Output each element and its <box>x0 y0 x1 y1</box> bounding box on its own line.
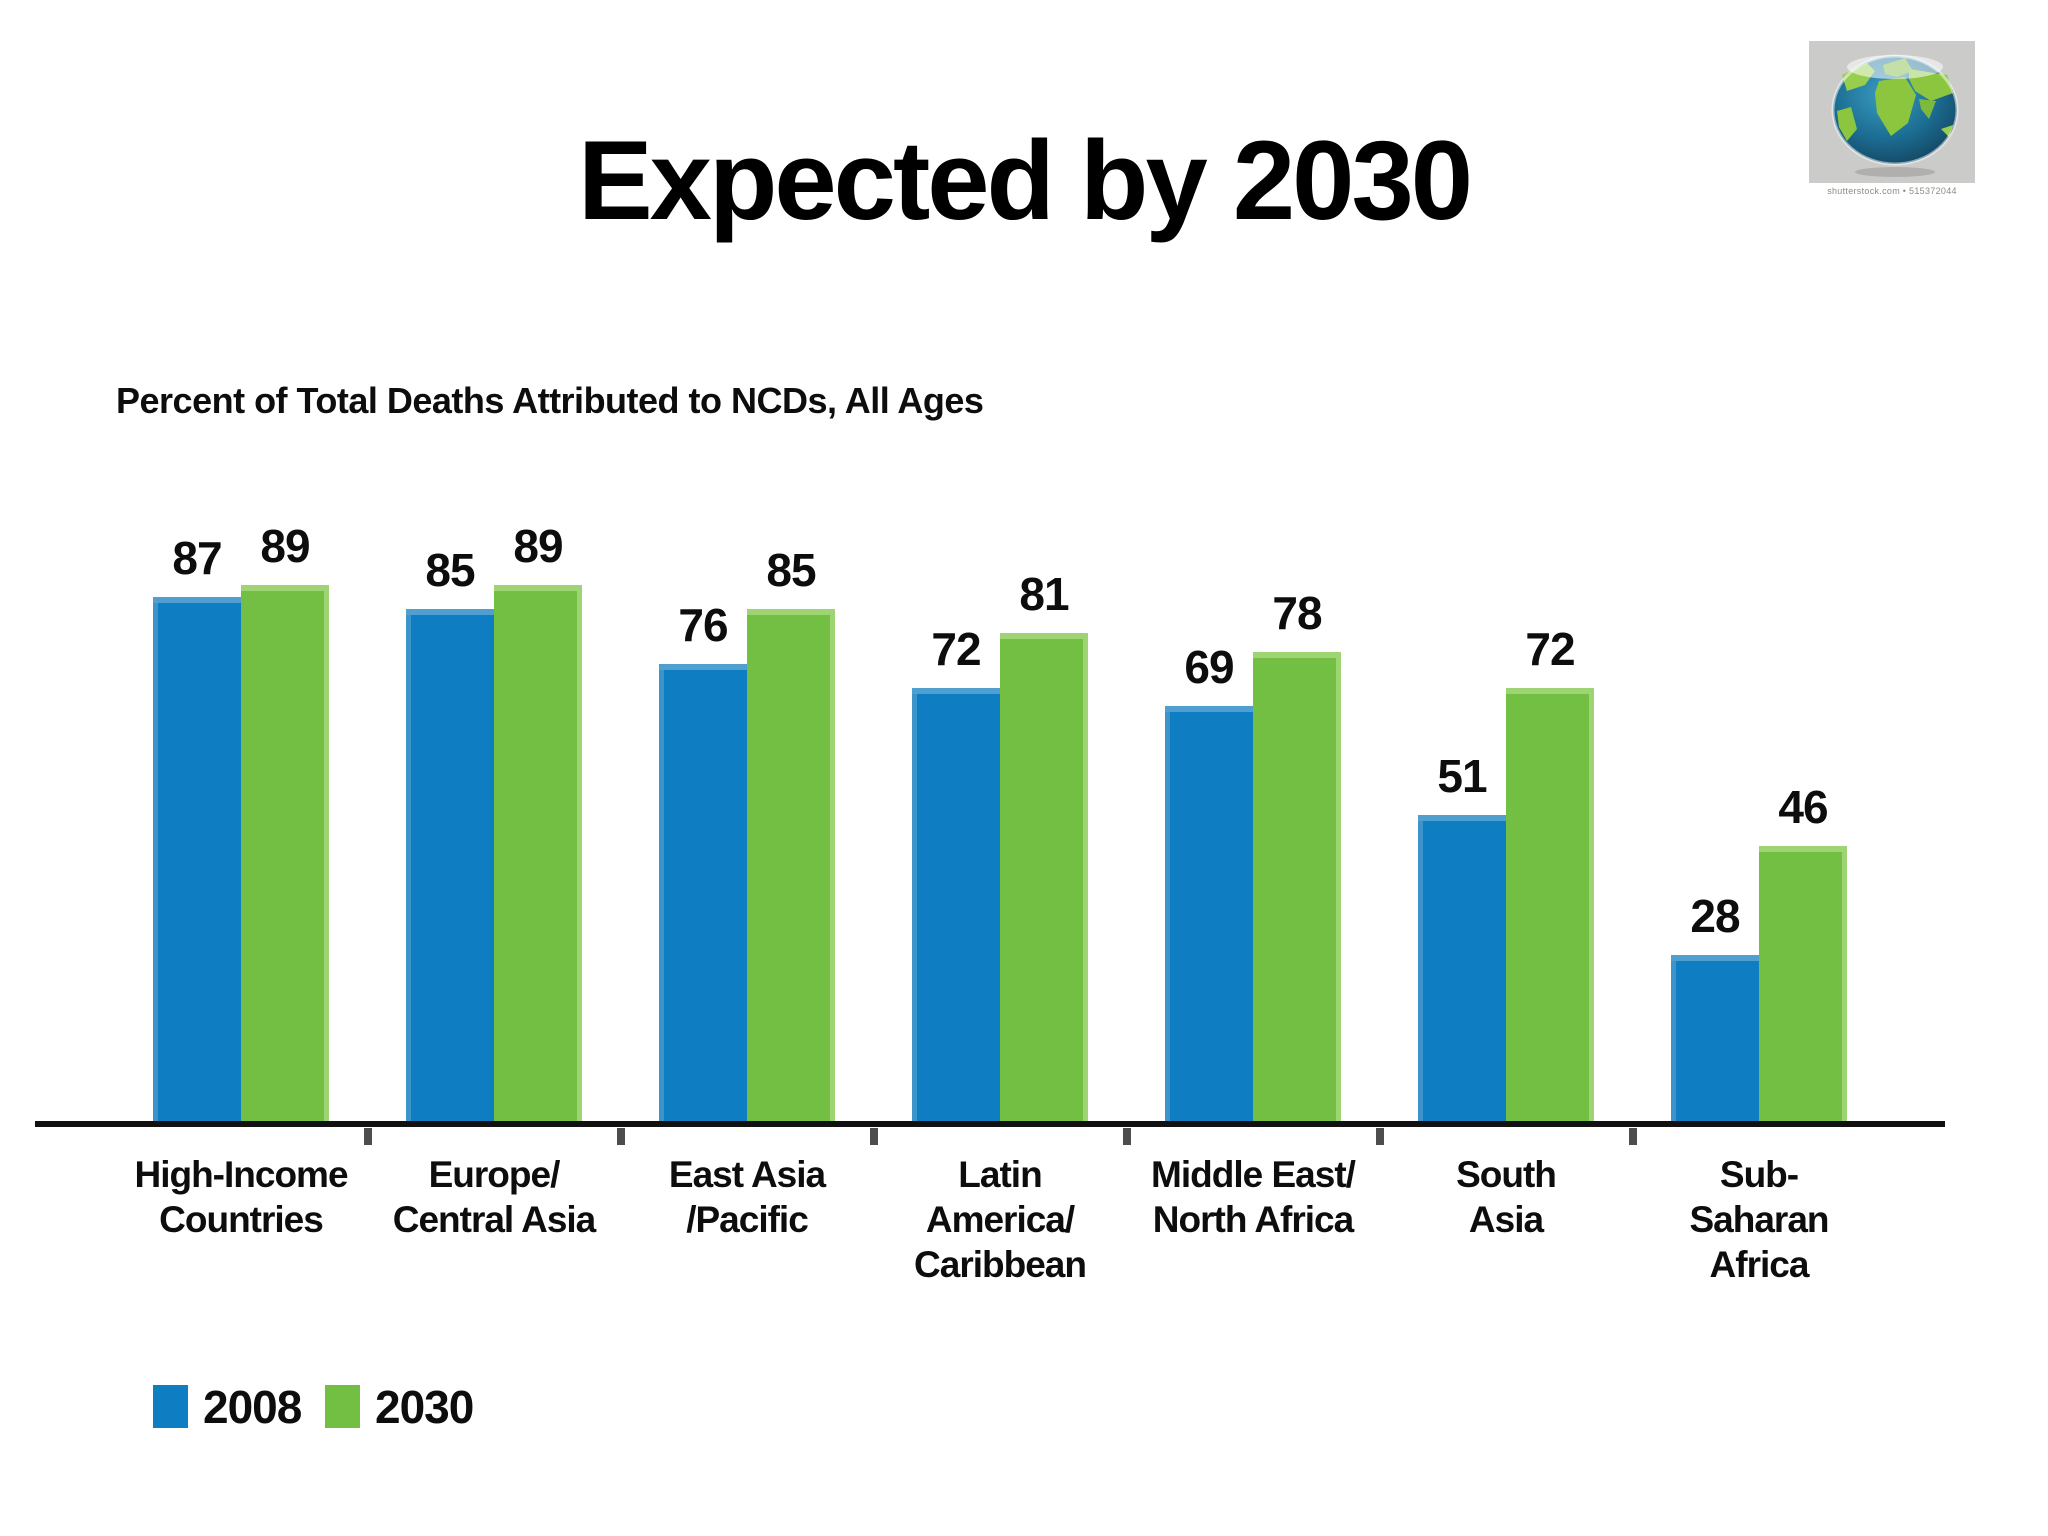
category-label-3: Latin America/Caribbean <box>914 1154 1087 1285</box>
legend-label-2030: 2030 <box>375 1381 474 1433</box>
x-axis-tick-1 <box>616 1128 625 1145</box>
bar-2008-3 <box>912 688 1000 1125</box>
bar-2008-1 <box>406 609 494 1125</box>
watermark-text: shutterstock.com • 515372044 <box>1827 186 1957 196</box>
bar-2030-6 <box>1759 846 1847 1125</box>
bar-2030-5 <box>1506 688 1594 1125</box>
chart-title: Percent of Total Deaths Attributed to NC… <box>116 380 984 421</box>
x-axis-tick-5 <box>1628 1128 1637 1145</box>
x-axis-line <box>35 1121 1945 1127</box>
globe-icon <box>1831 54 1959 177</box>
value-label-2008-5: 51 <box>1437 750 1487 802</box>
category-label-2: East Asia/Pacific <box>668 1154 826 1240</box>
bar-2008-4 <box>1165 706 1253 1125</box>
value-label-2008-3: 72 <box>931 623 981 675</box>
bar-2008-2 <box>659 664 747 1125</box>
value-label-2030-6: 46 <box>1778 781 1828 833</box>
value-label-2008-0: 87 <box>172 532 222 584</box>
x-axis-tick-0 <box>363 1128 372 1145</box>
value-label-2008-4: 69 <box>1184 641 1234 693</box>
category-label-4: Middle East/North Africa <box>1151 1154 1356 1240</box>
category-label-5: South Asia <box>1456 1154 1557 1240</box>
value-label-2030-0: 89 <box>260 520 310 572</box>
value-label-2030-3: 81 <box>1019 568 1069 620</box>
value-label-2008-6: 28 <box>1690 890 1740 942</box>
x-axis-tick-4 <box>1375 1128 1384 1145</box>
globe-image <box>1809 41 1975 183</box>
value-label-2008-2: 76 <box>678 599 728 651</box>
value-label-2030-5: 72 <box>1525 623 1575 675</box>
bar-2030-1 <box>494 585 582 1125</box>
legend-swatch-2008 <box>153 1385 188 1428</box>
bar-2008-5 <box>1418 815 1506 1125</box>
legend-item-2008: 2008 <box>153 1383 313 1431</box>
value-label-2030-1: 89 <box>513 520 563 572</box>
value-label-2008-1: 85 <box>425 544 475 596</box>
legend-label-2008: 2008 <box>203 1381 302 1433</box>
legend-swatch-2030 <box>325 1385 360 1428</box>
bar-2008-6 <box>1671 955 1759 1125</box>
page-title: Expected by 2030 <box>577 118 1473 243</box>
category-label-0: High-Income Countries <box>134 1154 348 1240</box>
bar-2030-2 <box>747 609 835 1125</box>
value-label-2030-2: 85 <box>766 544 816 596</box>
bar-2030-0 <box>241 585 329 1125</box>
x-axis-tick-2 <box>869 1128 878 1145</box>
category-label-6: Sub- Saharan Africa <box>1689 1154 1829 1285</box>
bar-2030-4 <box>1253 652 1341 1125</box>
bar-2008-0 <box>153 597 241 1125</box>
legend-item-2030: 2030 <box>325 1383 485 1431</box>
category-label-1: Europe/Central Asia <box>392 1154 597 1240</box>
x-axis-tick-3 <box>1122 1128 1131 1145</box>
value-label-2030-4: 78 <box>1272 587 1322 639</box>
bar-2030-3 <box>1000 633 1088 1125</box>
